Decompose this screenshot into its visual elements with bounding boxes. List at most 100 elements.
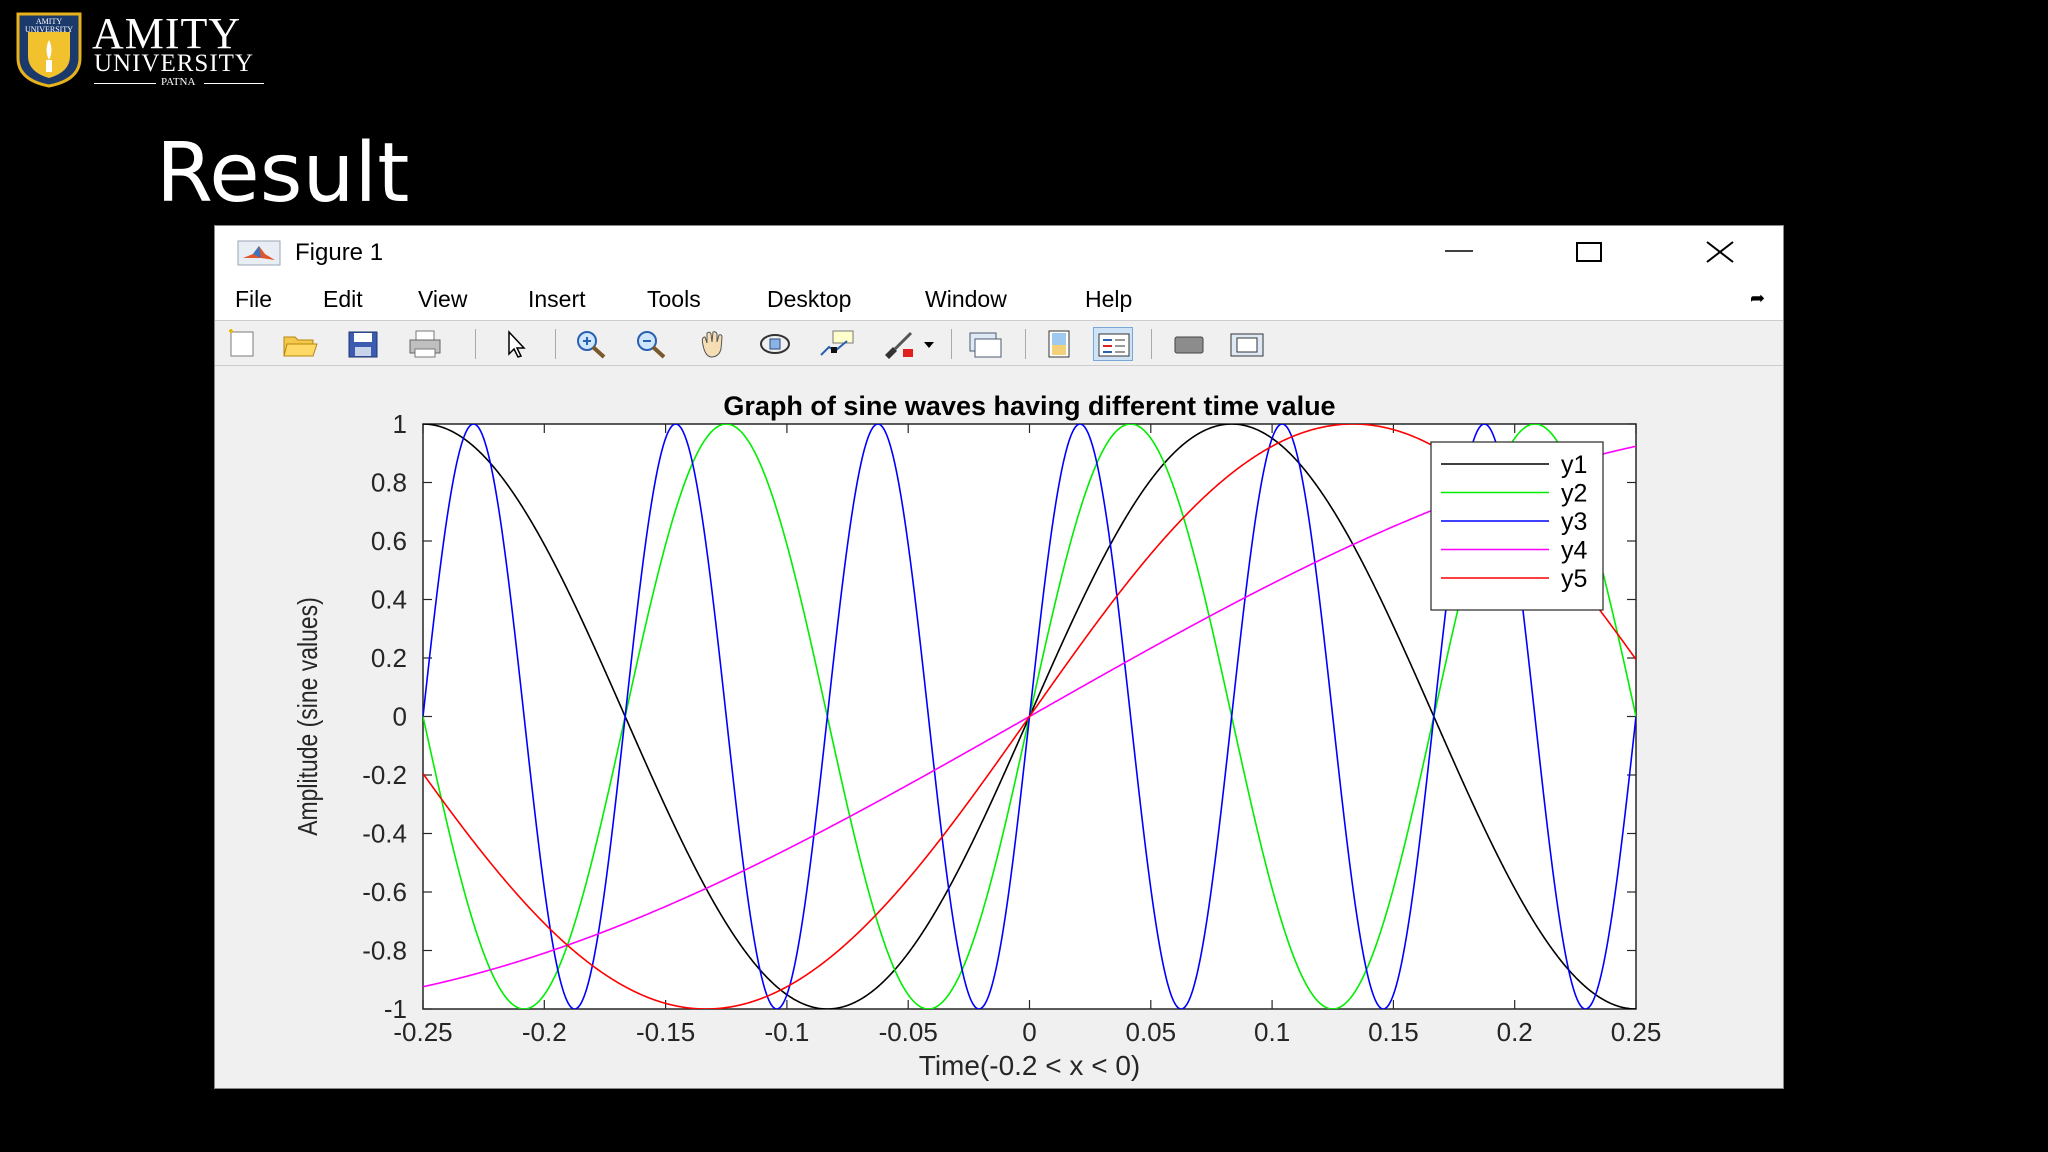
y-tick-label: 1 bbox=[393, 409, 407, 439]
toolbar-separator bbox=[475, 329, 476, 359]
hide-plot-tools-button[interactable] bbox=[1169, 327, 1209, 361]
legend-label-y3: y3 bbox=[1561, 508, 1587, 536]
toolbar-separator bbox=[1025, 329, 1026, 359]
menu-insert[interactable]: Insert bbox=[528, 286, 586, 312]
data-cursor-button[interactable] bbox=[817, 327, 857, 361]
menu-bar: File Edit View Insert Tools Desktop Wind… bbox=[215, 278, 1783, 318]
print-button[interactable] bbox=[405, 327, 445, 361]
menu-desktop[interactable]: Desktop bbox=[767, 286, 852, 312]
x-tick-label: -0.15 bbox=[636, 1017, 695, 1047]
open-file-icon bbox=[283, 336, 318, 357]
maximize-icon bbox=[1576, 242, 1602, 262]
menu-view[interactable]: View bbox=[418, 286, 468, 312]
y-tick-label: -0.4 bbox=[362, 819, 407, 849]
link-plot-icon bbox=[969, 332, 1002, 358]
dock-arrow-icon[interactable]: ➦ bbox=[1750, 288, 1766, 308]
logo-city: PATNA bbox=[94, 76, 264, 92]
new-figure-icon bbox=[229, 329, 254, 357]
legend-button[interactable] bbox=[1093, 327, 1133, 361]
figure-canvas: -0.25 -0.2 -0.15 -0.1 -0.05 0 0.05 0.1 0.15 0.2 0.… bbox=[215, 366, 1783, 1088]
save-button[interactable] bbox=[343, 327, 383, 361]
y-tick-label: -1 bbox=[384, 994, 407, 1024]
brush-button[interactable] bbox=[879, 327, 919, 361]
open-file-button[interactable] bbox=[279, 327, 319, 361]
figure-window: Figure 1 File Edit View Insert Tools Des… bbox=[214, 225, 1784, 1089]
legend-label-y1: y1 bbox=[1561, 451, 1587, 479]
zoom-in-icon bbox=[577, 331, 606, 359]
rotate-3d-icon bbox=[760, 334, 790, 354]
figure-toolbar bbox=[215, 320, 1783, 366]
toolbar-separator bbox=[555, 329, 556, 359]
minimize-button[interactable] bbox=[1425, 232, 1495, 272]
y-tick-label: 0.8 bbox=[371, 468, 407, 498]
maximize-button[interactable] bbox=[1555, 232, 1625, 272]
zoom-out-button[interactable] bbox=[631, 327, 671, 361]
legend-icon bbox=[1098, 333, 1130, 357]
pan-icon bbox=[701, 331, 723, 358]
y-tick-label: 0 bbox=[393, 702, 407, 732]
seal-text: AMITY UNIVERSITY bbox=[25, 17, 73, 34]
menu-edit[interactable]: Edit bbox=[323, 286, 363, 312]
y-tick-label: -0.8 bbox=[362, 936, 407, 966]
y-tick-label: -0.6 bbox=[362, 877, 407, 907]
close-icon bbox=[1706, 241, 1734, 263]
zoom-in-button[interactable] bbox=[571, 327, 611, 361]
show-plot-tools-button[interactable] bbox=[1227, 327, 1267, 361]
brush-dropdown[interactable] bbox=[919, 327, 939, 361]
x-tick-label: -0.25 bbox=[393, 1017, 452, 1047]
x-tick-label: -0.05 bbox=[879, 1017, 938, 1047]
pointer-button[interactable] bbox=[495, 327, 535, 361]
y-tick-label: 0.2 bbox=[371, 643, 407, 673]
show-plot-tools-icon bbox=[1230, 333, 1264, 357]
y-axis-label: Amplitude (sine values) bbox=[293, 597, 324, 836]
x-tick-label: -0.1 bbox=[764, 1017, 809, 1047]
new-figure-button[interactable] bbox=[221, 327, 261, 361]
y-tick-label: 0.4 bbox=[371, 585, 407, 615]
menu-help[interactable]: Help bbox=[1085, 286, 1133, 312]
colorbar-icon bbox=[1048, 330, 1070, 358]
menu-file[interactable]: File bbox=[235, 286, 273, 312]
university-seal-icon bbox=[16, 12, 82, 88]
logo-name: AMITY bbox=[92, 9, 242, 58]
chevron-down-icon bbox=[924, 342, 934, 348]
x-tick-label: -0.2 bbox=[522, 1017, 567, 1047]
menu-window[interactable]: Window bbox=[925, 286, 1007, 312]
pan-button[interactable] bbox=[693, 327, 733, 361]
x-tick-label: 0.15 bbox=[1368, 1017, 1419, 1047]
link-plot-button[interactable] bbox=[965, 327, 1005, 361]
logo-university: UNIVERSITY bbox=[94, 50, 254, 77]
hide-plot-tools-icon bbox=[1174, 336, 1204, 354]
x-tick-label: 0.1 bbox=[1254, 1017, 1290, 1047]
menu-tools[interactable]: Tools bbox=[647, 286, 701, 312]
print-icon bbox=[409, 330, 441, 358]
toolbar-separator bbox=[951, 329, 952, 359]
colorbar-button[interactable] bbox=[1039, 327, 1079, 361]
amity-logo: AMITY UNIVERSITY AMITY UNIVERSITY PATNA bbox=[14, 9, 264, 92]
minimize-icon bbox=[1445, 250, 1473, 252]
save-icon bbox=[348, 331, 378, 358]
x-tick-label: 0.05 bbox=[1125, 1017, 1176, 1047]
logo-city-label: PATNA bbox=[161, 76, 196, 88]
rotate-3d-button[interactable] bbox=[755, 327, 795, 361]
x-tick-label: 0.25 bbox=[1611, 1017, 1662, 1047]
close-button[interactable] bbox=[1685, 232, 1755, 272]
y-tick-label: 0.6 bbox=[371, 526, 407, 556]
window-titlebar[interactable]: Figure 1 bbox=[215, 226, 1783, 278]
x-axis-label: Time(-0.2 < x < 0) bbox=[919, 1050, 1140, 1081]
slide-title: Result bbox=[156, 126, 410, 221]
legend-label-y5: y5 bbox=[1561, 565, 1587, 593]
data-cursor-icon bbox=[820, 330, 854, 356]
legend-label-y4: y4 bbox=[1561, 537, 1588, 565]
sine-wave-plot: -0.25 -0.2 -0.15 -0.1 -0.05 0 0.05 0.1 0.15 0.2 0.… bbox=[293, 391, 1662, 1081]
toolbar-separator bbox=[1151, 329, 1152, 359]
zoom-out-icon bbox=[637, 331, 666, 359]
brush-icon bbox=[885, 331, 913, 359]
window-title: Figure 1 bbox=[295, 239, 384, 266]
x-tick-label: 0 bbox=[1022, 1017, 1036, 1047]
x-tick-label: 0.2 bbox=[1497, 1017, 1533, 1047]
chart-title: Graph of sine waves having different tim… bbox=[723, 391, 1335, 421]
y-tick-label: -0.2 bbox=[362, 760, 407, 790]
matlab-icon bbox=[237, 240, 281, 266]
legend-box bbox=[1430, 441, 1604, 611]
legend-label-y2: y2 bbox=[1561, 480, 1587, 508]
